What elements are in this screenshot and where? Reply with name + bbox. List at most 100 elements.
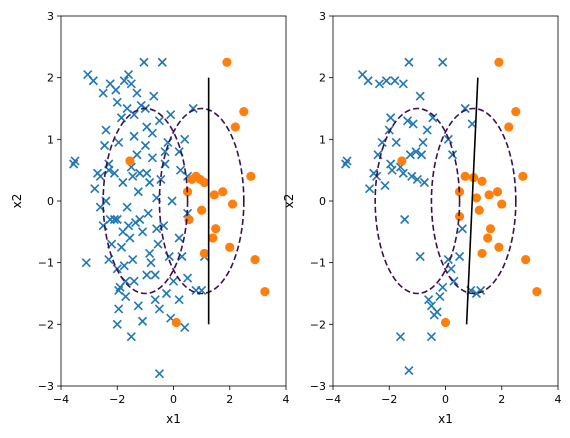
data-point-o xyxy=(521,254,531,265)
data-point-x xyxy=(101,125,111,135)
y-tick-label: 3 xyxy=(47,10,54,23)
data-point-x xyxy=(130,218,141,228)
decision-boundary-line xyxy=(465,77,479,325)
data-point-x xyxy=(160,147,170,157)
data-point-o xyxy=(397,156,407,166)
data-point-x xyxy=(112,97,122,107)
data-point-x xyxy=(154,304,165,314)
data-point-x xyxy=(133,187,143,197)
data-point-x xyxy=(411,147,421,157)
x-marker-stroke xyxy=(135,214,145,225)
data-point-x xyxy=(105,214,115,225)
y-axis-label: x2 xyxy=(282,194,296,209)
y-tick-label: 3 xyxy=(319,10,326,23)
x-marker-stroke xyxy=(81,258,91,268)
data-point-o xyxy=(460,171,470,181)
x-marker-stroke xyxy=(146,258,156,268)
x-marker-stroke xyxy=(139,57,149,67)
x-axis-label: x1 xyxy=(166,412,181,426)
x-marker-stroke xyxy=(98,88,108,98)
data-point-x xyxy=(342,156,352,166)
data-point-o xyxy=(208,233,218,243)
x-tick-label: −2 xyxy=(109,393,125,406)
data-point-x xyxy=(114,137,124,147)
data-point-x xyxy=(123,221,134,231)
x-tick-label: 4 xyxy=(555,393,562,406)
y-tick-label: 2 xyxy=(319,72,326,85)
y-tick-label: 1 xyxy=(319,133,326,146)
y-axis-label: x2 xyxy=(10,194,24,209)
x-marker-stroke xyxy=(424,295,434,305)
x-marker-stroke xyxy=(133,187,143,197)
gaussian-contour-ellipse xyxy=(374,107,461,295)
x-marker-stroke xyxy=(142,270,152,280)
x-marker-stroke xyxy=(154,116,165,126)
y-tick-label: −2 xyxy=(310,318,326,331)
data-point-x xyxy=(386,113,396,123)
x-marker-stroke xyxy=(129,131,139,141)
data-point-o xyxy=(504,122,514,132)
data-point-o xyxy=(471,193,482,203)
data-point-x xyxy=(122,202,132,212)
data-point-x xyxy=(166,110,176,120)
data-point-x xyxy=(95,171,105,181)
data-point-x xyxy=(142,270,152,280)
data-point-x xyxy=(404,366,414,376)
data-point-o xyxy=(230,122,240,132)
x-marker-stroke xyxy=(447,150,458,160)
x-marker-stroke xyxy=(164,251,174,262)
data-point-o xyxy=(440,317,451,328)
data-point-x xyxy=(90,184,100,194)
data-point-o xyxy=(492,187,503,197)
data-point-x xyxy=(180,322,190,332)
data-point-x xyxy=(384,125,394,135)
x-marker-stroke xyxy=(112,319,122,329)
data-point-o xyxy=(494,57,504,67)
data-point-x xyxy=(457,224,467,234)
y-tick-label: 0 xyxy=(319,195,326,208)
data-point-x xyxy=(147,153,157,163)
data-point-x xyxy=(88,76,98,86)
x-marker-stroke xyxy=(419,177,429,188)
x-marker-stroke xyxy=(128,171,138,181)
x-tick-label: 0 xyxy=(170,393,177,406)
data-point-x xyxy=(180,134,190,144)
data-point-o xyxy=(497,199,507,209)
data-point-x xyxy=(390,76,400,86)
x-marker-stroke xyxy=(142,168,152,178)
x-marker-stroke xyxy=(402,116,413,126)
data-point-x xyxy=(438,57,448,67)
data-point-x xyxy=(147,128,157,138)
x-marker-stroke xyxy=(157,57,167,67)
x-marker-stroke xyxy=(449,276,459,286)
y-tick-label: 0 xyxy=(47,195,54,208)
data-point-o xyxy=(511,106,521,117)
x-marker-stroke xyxy=(114,137,124,147)
data-point-o xyxy=(197,205,207,215)
data-point-o xyxy=(477,176,487,186)
data-point-x xyxy=(132,150,142,160)
x-marker-stroke xyxy=(145,177,155,188)
x-marker-stroke xyxy=(408,119,418,129)
data-point-x xyxy=(118,177,128,188)
data-point-o xyxy=(477,248,487,259)
data-point-x xyxy=(415,91,425,101)
data-point-o xyxy=(199,177,210,188)
x-marker-stroke xyxy=(116,242,127,252)
data-point-x xyxy=(407,171,417,181)
data-point-x xyxy=(105,79,115,89)
x-marker-stroke xyxy=(417,150,427,160)
x-marker-stroke xyxy=(147,128,157,138)
x-marker-stroke xyxy=(119,261,129,271)
gaussian-contour-ellipse xyxy=(102,107,189,295)
data-point-x xyxy=(374,79,384,89)
data-point-x xyxy=(428,113,438,123)
x-marker-stroke xyxy=(404,366,414,376)
x-marker-stroke xyxy=(101,125,111,135)
data-point-x xyxy=(395,332,406,342)
x-marker-stroke xyxy=(381,76,392,86)
x-marker-stroke xyxy=(400,214,410,225)
x-marker-stroke xyxy=(121,276,131,286)
data-point-x xyxy=(135,168,145,178)
